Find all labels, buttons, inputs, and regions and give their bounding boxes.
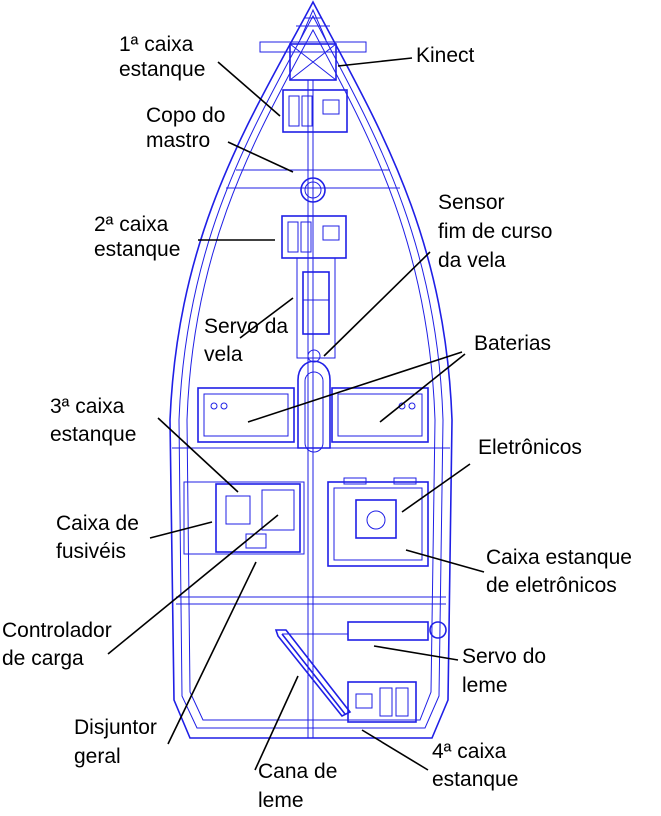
label-rudder-servo: Servo do leme — [462, 645, 552, 697]
leader-electronics-box — [405, 549, 485, 573]
label-sail-sensor: Sensor fim de curso da vela — [438, 191, 558, 272]
leader-fuse-box — [149, 521, 213, 539]
leader-sail-sensor — [323, 251, 431, 357]
label-mast-cup: Copo do mastro — [146, 104, 231, 152]
boat-hull-drawing — [169, 0, 453, 739]
leader-main-breaker — [167, 561, 257, 745]
leader-charge-controller — [107, 514, 279, 655]
leader-box1 — [217, 61, 281, 117]
label-box2: 2ª caixa estanque — [94, 213, 180, 261]
label-box3: 3ª caixa estanque — [50, 395, 136, 446]
label-box4: 4ª caixa estanque — [432, 740, 518, 791]
label-batteries: Baterias — [474, 332, 551, 355]
label-sail-servo: Servo da vela — [204, 315, 294, 366]
label-box1: 1ª caixa estanque — [119, 33, 205, 81]
leader-mast-cup — [227, 141, 294, 173]
leader-electronics — [401, 463, 471, 513]
leader-lines — [107, 57, 485, 771]
label-fuse-box: Caixa de fusivéis — [56, 512, 145, 563]
labels: 1ª caixa estanque Kinect Copo do mastro … — [2, 33, 638, 812]
label-electronics: Eletrônicos — [478, 436, 582, 459]
leader-kinect — [337, 57, 413, 67]
hull-outline — [169, 0, 453, 739]
leader-rudder-servo — [373, 645, 459, 661]
label-charge-controller: Controlador de carga — [2, 619, 118, 670]
label-kinect: Kinect — [416, 44, 475, 67]
leader-batteries-1 — [247, 351, 463, 423]
leader-batteries-2 — [379, 353, 466, 423]
leader-tiller — [254, 675, 299, 771]
leader-box4 — [361, 729, 429, 771]
leader-box3 — [157, 417, 239, 493]
leader-sail-servo — [239, 297, 294, 339]
label-tiller: Cana de leme — [258, 760, 343, 812]
label-electronics-box: Caixa estanque de eletrônicos — [486, 546, 638, 597]
label-main-breaker: Disjuntor geral — [74, 716, 163, 768]
